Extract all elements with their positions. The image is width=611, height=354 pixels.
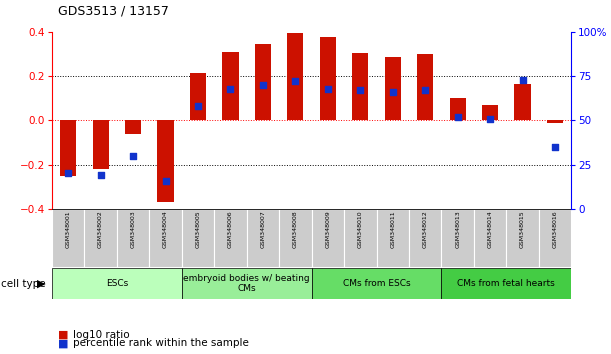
Bar (539, 209, 571, 267)
Bar (158, 120, 174, 202)
Text: log10 ratio: log10 ratio (73, 330, 130, 339)
Text: percentile rank within the sample: percentile rank within the sample (73, 338, 249, 348)
Bar (117, 209, 149, 267)
Text: ▶: ▶ (37, 279, 46, 289)
Bar (352, 53, 368, 120)
Text: GSM348013: GSM348013 (455, 211, 460, 249)
Text: GSM348004: GSM348004 (163, 211, 168, 249)
Bar (344, 209, 376, 267)
Text: GSM348006: GSM348006 (228, 211, 233, 248)
Text: GSM348007: GSM348007 (260, 211, 265, 249)
Text: ■: ■ (58, 338, 68, 348)
Bar (385, 57, 401, 120)
Bar (442, 268, 571, 299)
Point (225, 86, 235, 91)
Bar (514, 84, 531, 120)
Point (388, 89, 398, 95)
Text: ■: ■ (58, 330, 68, 339)
Text: GSM348014: GSM348014 (488, 211, 492, 249)
Point (258, 82, 268, 88)
Point (64, 171, 73, 176)
Text: GSM348002: GSM348002 (98, 211, 103, 249)
Bar (409, 209, 442, 267)
Point (96, 172, 106, 178)
Bar (125, 120, 141, 134)
Bar (279, 209, 312, 267)
Bar (247, 209, 279, 267)
Bar (482, 105, 498, 120)
Bar (92, 120, 109, 169)
Bar (450, 98, 466, 120)
Point (161, 178, 170, 183)
Text: GSM348010: GSM348010 (358, 211, 363, 248)
Bar (52, 268, 182, 299)
Point (420, 87, 430, 93)
Bar (60, 120, 76, 176)
Text: GDS3513 / 13157: GDS3513 / 13157 (58, 5, 169, 18)
Text: cell type: cell type (1, 279, 45, 289)
Bar (182, 268, 312, 299)
Bar (52, 209, 84, 267)
Text: GSM348016: GSM348016 (552, 211, 558, 248)
Text: GSM348008: GSM348008 (293, 211, 298, 248)
Bar (149, 209, 182, 267)
Bar (214, 209, 247, 267)
Text: GSM348003: GSM348003 (131, 211, 136, 249)
Point (128, 153, 138, 159)
Text: GSM348015: GSM348015 (520, 211, 525, 248)
Text: embryoid bodies w/ beating
CMs: embryoid bodies w/ beating CMs (183, 274, 310, 293)
Text: ESCs: ESCs (106, 279, 128, 288)
Bar (255, 44, 271, 120)
Text: GSM348012: GSM348012 (423, 211, 428, 249)
Point (356, 87, 365, 93)
Text: CMs from ESCs: CMs from ESCs (343, 279, 411, 288)
Text: GSM348005: GSM348005 (196, 211, 200, 248)
Point (453, 114, 463, 120)
Point (518, 77, 527, 82)
Bar (312, 209, 344, 267)
Bar (190, 73, 206, 120)
Text: GSM348009: GSM348009 (325, 211, 331, 249)
Point (323, 86, 333, 91)
Bar (417, 54, 433, 120)
Bar (182, 209, 214, 267)
Bar (474, 209, 507, 267)
Bar (547, 120, 563, 122)
Text: GSM348011: GSM348011 (390, 211, 395, 248)
Point (550, 144, 560, 150)
Bar (84, 209, 117, 267)
Point (193, 103, 203, 109)
Bar (287, 33, 304, 120)
Bar (320, 38, 336, 120)
Bar (376, 209, 409, 267)
Bar (442, 209, 474, 267)
Point (485, 116, 495, 121)
Text: GSM348001: GSM348001 (65, 211, 71, 248)
Text: CMs from fetal hearts: CMs from fetal hearts (458, 279, 555, 288)
Bar (222, 52, 238, 120)
Bar (507, 209, 539, 267)
Point (290, 79, 300, 84)
Bar (312, 268, 442, 299)
